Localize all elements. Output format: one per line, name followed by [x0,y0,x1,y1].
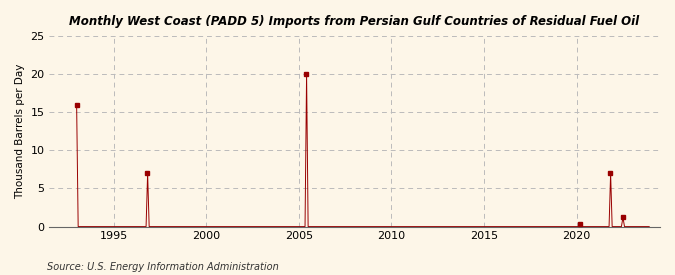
Y-axis label: Thousand Barrels per Day: Thousand Barrels per Day [15,64,25,199]
Title: Monthly West Coast (PADD 5) Imports from Persian Gulf Countries of Residual Fuel: Monthly West Coast (PADD 5) Imports from… [70,15,639,28]
Text: Source: U.S. Energy Information Administration: Source: U.S. Energy Information Administ… [47,262,279,272]
